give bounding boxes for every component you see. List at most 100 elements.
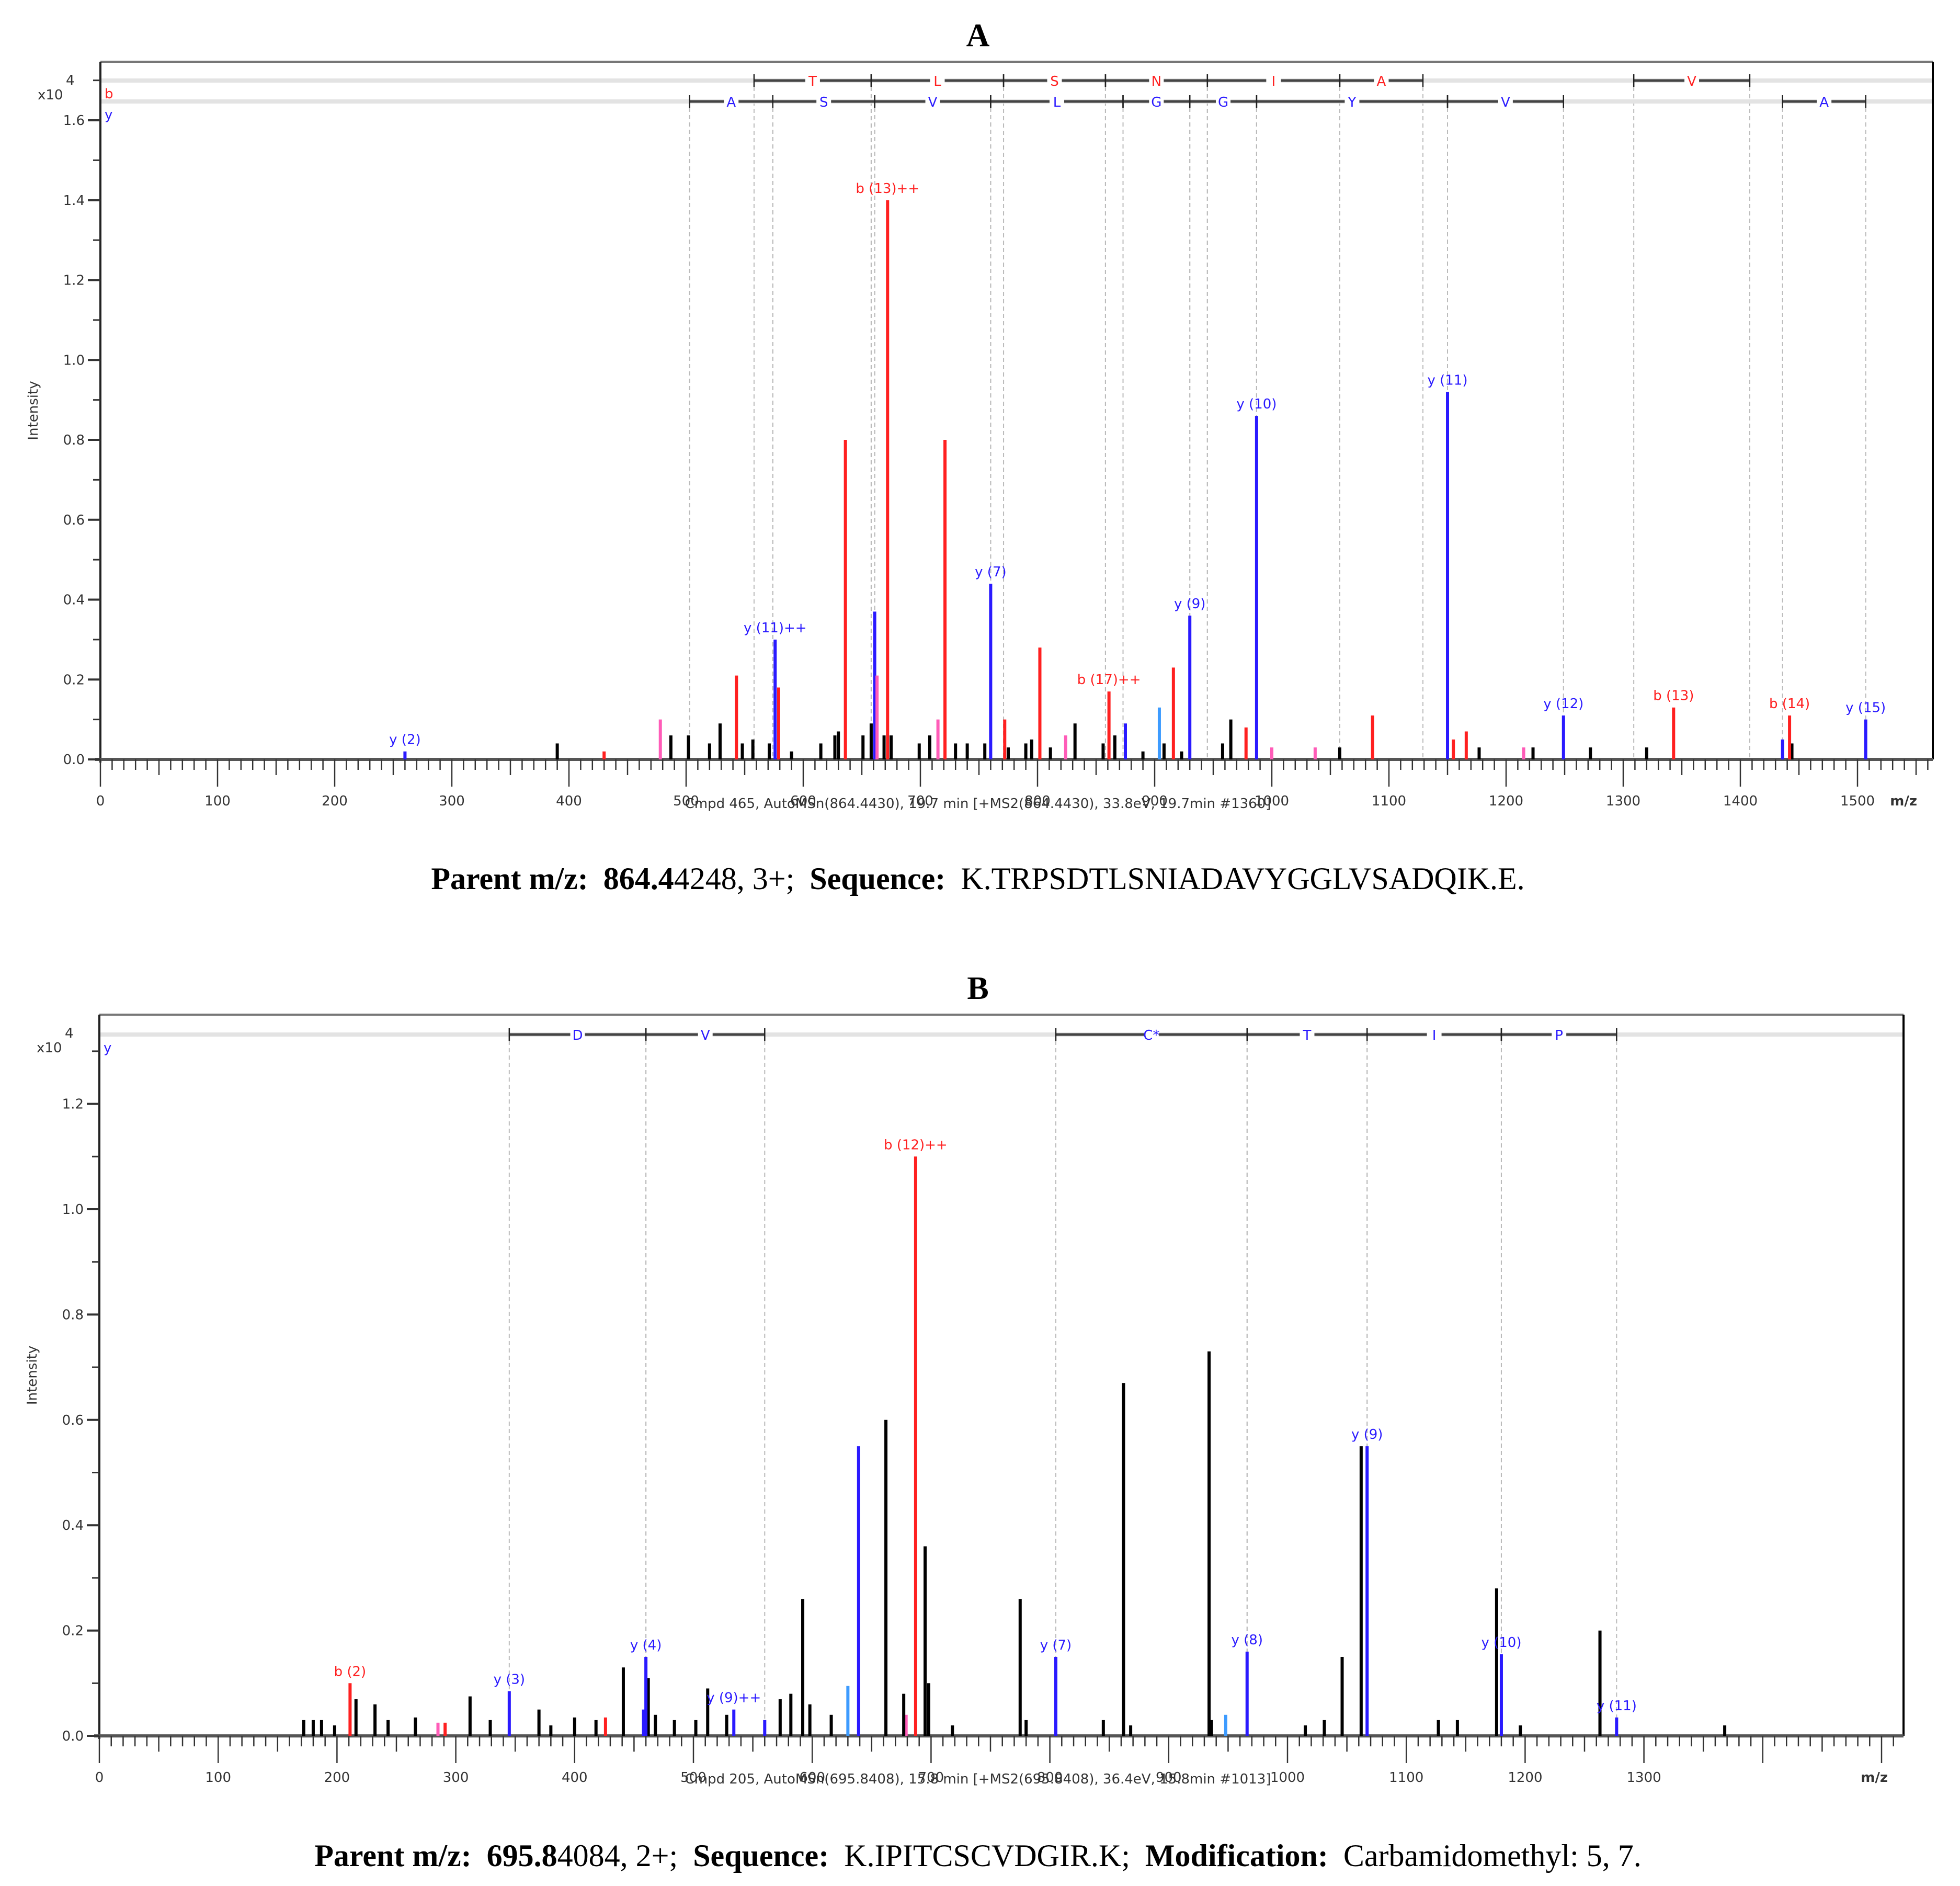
peak-label: y (9) bbox=[1174, 596, 1205, 612]
peak-label: b (12)++ bbox=[884, 1137, 948, 1153]
x-tick-label: 600 bbox=[790, 793, 816, 809]
peak-label: y (11) bbox=[1427, 372, 1467, 388]
x-tick-label: 200 bbox=[322, 793, 348, 809]
y-tick-label: 0.4 bbox=[62, 1518, 84, 1533]
svg-text:4: 4 bbox=[66, 73, 75, 88]
residue-label: A bbox=[1377, 74, 1386, 89]
peak-label: y (12) bbox=[1543, 696, 1583, 712]
y-exponent-label: x10 bbox=[38, 87, 63, 103]
x-tick-label: 1100 bbox=[1389, 1770, 1423, 1786]
peak-label: y (3) bbox=[494, 1672, 525, 1687]
peak-label: y (10) bbox=[1236, 396, 1277, 412]
y-axis-label: Intensity bbox=[25, 1346, 40, 1405]
panel-a-footer: Cmpd 465, AutoMSn(864.4430), 19.7 min [+… bbox=[685, 796, 1271, 812]
x-tick-label: 300 bbox=[439, 793, 465, 809]
peak-label: b (14) bbox=[1769, 696, 1810, 712]
x-tick-label: 300 bbox=[443, 1770, 469, 1786]
y-tick-label: 1.2 bbox=[62, 1097, 84, 1112]
residue-label: C* bbox=[1143, 1028, 1159, 1043]
x-tick-label: 900 bbox=[1142, 793, 1168, 809]
residue-label: Y bbox=[1347, 95, 1356, 110]
panel-b-footer: Cmpd 205, AutoMSn(695.8408), 15.8 min [+… bbox=[685, 1771, 1271, 1787]
residue-label: L bbox=[1053, 95, 1061, 110]
x-tick-label: 800 bbox=[1024, 793, 1051, 809]
x-tick-label: 600 bbox=[799, 1770, 825, 1786]
peak-label: b (2) bbox=[334, 1664, 367, 1679]
y-tick-label: 1.2 bbox=[63, 273, 85, 289]
residue-label: N bbox=[1152, 74, 1161, 89]
x-tick-label: 1300 bbox=[1627, 1770, 1661, 1786]
peak-label: b (17)++ bbox=[1077, 672, 1141, 688]
svg-text:4: 4 bbox=[65, 1026, 74, 1041]
x-tick-label: 1300 bbox=[1606, 793, 1640, 809]
x-tick-label: 400 bbox=[556, 793, 582, 809]
residue-label: V bbox=[928, 95, 938, 110]
x-axis-label: m/z bbox=[1890, 793, 1917, 809]
y-tick-label: 0.2 bbox=[62, 1623, 84, 1639]
peak-label: b (13) bbox=[1653, 688, 1694, 704]
x-tick-label: 900 bbox=[1156, 1770, 1182, 1786]
peak-label: y (8) bbox=[1232, 1632, 1263, 1648]
y-axis-label: Intensity bbox=[26, 381, 41, 440]
panel-a-title: A bbox=[966, 18, 990, 53]
x-tick-label: 700 bbox=[918, 1770, 944, 1786]
x-tick-label: 100 bbox=[205, 1770, 231, 1786]
y-tick-label: 1.6 bbox=[63, 113, 85, 129]
x-tick-label: 800 bbox=[1037, 1770, 1063, 1786]
y_ladder-series-label: y bbox=[104, 1040, 111, 1056]
residue-label: V bbox=[1501, 95, 1510, 110]
y-tick-label: 0.8 bbox=[62, 1307, 84, 1323]
residue-label: P bbox=[1555, 1028, 1563, 1043]
residue-label: S bbox=[1050, 74, 1059, 89]
residue-label: S bbox=[819, 95, 828, 110]
peak-label: y (7) bbox=[975, 564, 1006, 580]
peak-label: y (7) bbox=[1040, 1638, 1072, 1653]
residue-label: V bbox=[1687, 74, 1696, 89]
x-tick-label: 1000 bbox=[1270, 1770, 1305, 1786]
panel-b-title: B bbox=[967, 971, 988, 1006]
y-tick-label: 0.6 bbox=[62, 1413, 84, 1428]
peak-label: y (10) bbox=[1481, 1635, 1521, 1651]
x-tick-label: 1100 bbox=[1372, 793, 1406, 809]
x-tick-label: 100 bbox=[204, 793, 231, 809]
x-tick-label: 1500 bbox=[1840, 793, 1875, 809]
x-tick-label: 500 bbox=[680, 1770, 706, 1786]
peak-label: b (13)++ bbox=[856, 181, 919, 197]
y-tick-label: 1.0 bbox=[62, 1202, 84, 1218]
residue-label: I bbox=[1432, 1028, 1437, 1043]
residue-label: V bbox=[701, 1028, 710, 1043]
x-tick-label: 0 bbox=[95, 1770, 104, 1786]
x-tick-label: 400 bbox=[562, 1770, 588, 1786]
x-tick-label: 0 bbox=[96, 793, 105, 809]
y-tick-label: 0.4 bbox=[63, 593, 85, 608]
x-tick-label: 1200 bbox=[1489, 793, 1523, 809]
peak-label: y (4) bbox=[630, 1638, 662, 1653]
y_ladder-series-label: y bbox=[105, 107, 112, 123]
residue-label: A bbox=[726, 95, 736, 110]
x-axis-label: m/z bbox=[1861, 1770, 1888, 1786]
y-tick-label: 0.8 bbox=[63, 433, 85, 448]
y-tick-label: 1.0 bbox=[63, 353, 85, 368]
y-tick-label: 0.6 bbox=[63, 513, 85, 528]
peak-label: y (11) bbox=[1597, 1698, 1637, 1714]
residue-label: A bbox=[1819, 95, 1829, 110]
peak-label: y (9) bbox=[1351, 1427, 1383, 1442]
residue-label: T bbox=[1303, 1028, 1312, 1043]
residue-label: L bbox=[933, 74, 941, 89]
x-tick-label: 200 bbox=[324, 1770, 350, 1786]
residue-label: G bbox=[1151, 95, 1161, 110]
y-tick-label: 0.0 bbox=[62, 1729, 84, 1744]
x-tick-label: 500 bbox=[673, 793, 699, 809]
x-tick-label: 1400 bbox=[1723, 793, 1758, 809]
residue-label: D bbox=[572, 1028, 583, 1043]
panel-a-caption: Parent m/z: 864.44248, 3+; Sequence: K.T… bbox=[431, 861, 1524, 896]
y-tick-label: 0.2 bbox=[63, 672, 85, 688]
peak-label: y (11)++ bbox=[744, 620, 807, 636]
y-exponent-label: x10 bbox=[37, 1040, 62, 1056]
b_ladder-series-label: b bbox=[105, 86, 113, 102]
